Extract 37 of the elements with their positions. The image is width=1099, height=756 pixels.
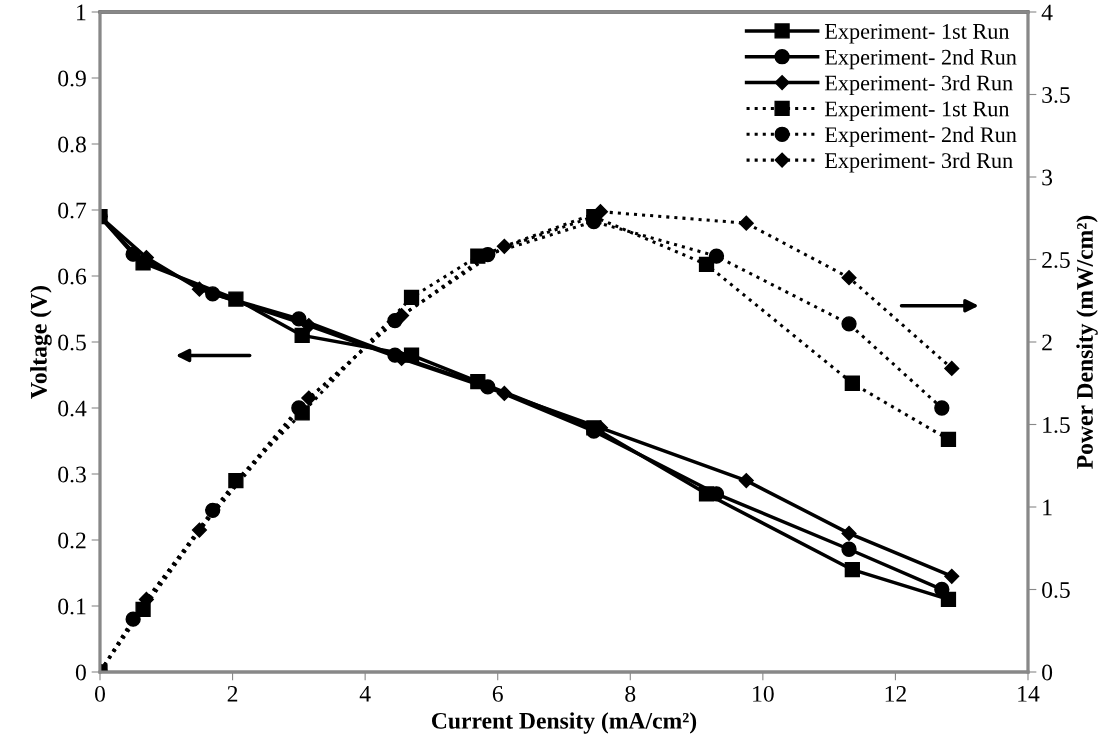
- y2-tick-label: 1: [1043, 499, 1052, 516]
- legend-label: Experiment- 3rd Run: [824, 74, 1013, 96]
- y-tick-label: 0.9: [58, 70, 86, 87]
- x-tick-label: 8: [625, 685, 636, 702]
- x-tick-label: 12: [885, 685, 906, 702]
- legend-label: Experiment- 2nd Run: [824, 49, 1017, 70]
- y2-axis-title: Power Density (mW/cm²): [1076, 215, 1098, 469]
- legend-label: Experiment- 2nd Run: [824, 126, 1017, 147]
- y-axis-title: Voltage (V): [30, 286, 52, 399]
- y-tick-label: 0.3: [58, 466, 86, 483]
- y2-tick-label: 2: [1042, 334, 1052, 351]
- x-tick-label: 2: [227, 685, 238, 702]
- y-tick-label: 0.4: [58, 400, 87, 417]
- legend-label: Experiment- 1st Run: [824, 23, 1010, 44]
- x-axis-title: Current Density (mA/cm²): [432, 712, 697, 734]
- legend-label: Experiment- 3rd Run: [824, 152, 1013, 173]
- y-tick-label: 0.6: [58, 268, 87, 285]
- x-tick-label: 14: [1018, 685, 1040, 702]
- y2-tick-label: 2.5: [1042, 252, 1070, 269]
- y-tick-label: 0.2: [58, 532, 86, 549]
- y-tick-label: 0.5: [58, 334, 86, 351]
- y2-tick-label: 0.5: [1042, 581, 1070, 599]
- x-tick-label: 10: [753, 685, 774, 702]
- y-tick-label: 0.8: [58, 136, 86, 153]
- y2-tick-label: 0: [1042, 664, 1053, 681]
- x-tick-label: 0: [95, 685, 105, 702]
- y2-tick-label: 4: [1041, 4, 1053, 21]
- y2-tick-label: 3: [1042, 169, 1053, 186]
- y2-tick-label: 3.5: [1042, 87, 1070, 104]
- legend-label: Experiment- 1st Run: [824, 101, 1010, 121]
- y2-tick-label: 1.5: [1043, 417, 1070, 434]
- x-tick-label: 4: [359, 686, 371, 702]
- y-tick-label: 0.1: [58, 598, 86, 615]
- x-tick-label: 6: [492, 685, 503, 702]
- y-tick-label: 1: [77, 4, 86, 21]
- y-tick-label: 0: [75, 664, 86, 681]
- y-tick-label: 0.7: [58, 202, 87, 219]
